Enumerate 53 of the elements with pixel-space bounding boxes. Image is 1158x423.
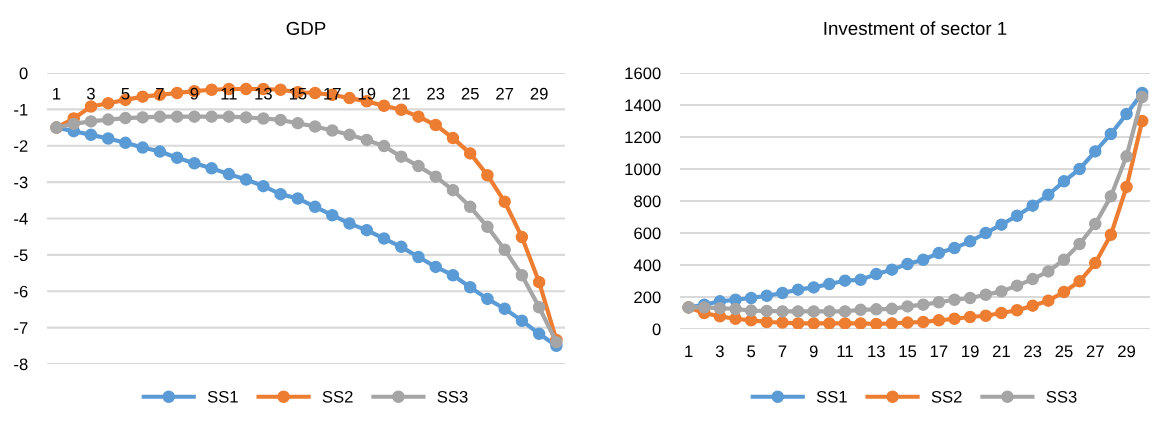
y-tick-label: 200 [634, 291, 661, 304]
x-tick-label: 5 [747, 345, 756, 358]
x-tick-label: 13 [868, 345, 885, 358]
x-tick-label: 29 [1118, 345, 1136, 358]
x-tick-label: 19 [962, 345, 979, 358]
x-tick-label: 3 [715, 345, 724, 358]
x-tick-label: 21 [392, 87, 410, 100]
x-tick-label: 1 [685, 345, 693, 358]
y-tick-label: 1400 [625, 99, 661, 112]
x-tick-label: 21 [992, 345, 1010, 358]
x-tick-label: 17 [930, 345, 948, 358]
x-tick-label: 29 [530, 87, 548, 100]
legend-label: SS3 [1046, 390, 1077, 403]
x-tick-label: 25 [1055, 345, 1073, 358]
y-tick-label: -2 [14, 140, 28, 152]
legend-label: SS3 [437, 390, 468, 403]
x-tick-label: 15 [899, 345, 917, 358]
x-tick-label: 9 [190, 87, 199, 100]
y-tick-label: 400 [633, 259, 661, 272]
x-tick-label: 23 [1024, 345, 1042, 358]
y-tick-label: 1600 [625, 67, 661, 80]
x-tick-label: 1 [53, 87, 61, 100]
x-tick-label: 19 [358, 87, 376, 100]
y-tick-label: 1200 [625, 131, 661, 144]
y-tick-label: -7 [14, 322, 28, 334]
x-tick-label: 7 [156, 87, 164, 100]
y-tick-label: 1000 [625, 163, 661, 176]
y-tick-label: -3 [14, 176, 28, 189]
chart-title: Investment of sector 1 [824, 21, 1007, 36]
x-tick-label: 3 [86, 87, 95, 100]
legend-label: SS2 [322, 390, 353, 403]
y-tick-label: 600 [634, 227, 661, 240]
y-tick-label: 0 [652, 323, 661, 336]
y-tick-label: 0 [19, 67, 28, 80]
legend-label: SS1 [816, 390, 847, 403]
x-tick-label: 7 [778, 345, 787, 358]
y-tick-label: 800 [634, 195, 661, 208]
x-tick-label: 17 [324, 87, 341, 100]
y-tick-label: -4 [14, 213, 28, 225]
x-tick-label: 15 [289, 87, 307, 100]
legend-label: SS1 [207, 390, 238, 403]
y-tick-label: -5 [14, 249, 28, 262]
x-tick-label: 11 [837, 345, 853, 358]
y-tick-label: -1 [14, 103, 28, 116]
chart-title: GDP [286, 21, 326, 36]
x-tick-label: 9 [809, 345, 818, 358]
y-tick-label: -8 [14, 358, 28, 371]
x-tick-label: 25 [461, 87, 479, 100]
legend-label: SS2 [931, 390, 962, 403]
x-tick-label: 23 [427, 87, 445, 100]
y-tick-label: -6 [14, 285, 28, 298]
x-tick-label: 27 [496, 87, 514, 100]
x-tick-label: 27 [1086, 345, 1104, 358]
